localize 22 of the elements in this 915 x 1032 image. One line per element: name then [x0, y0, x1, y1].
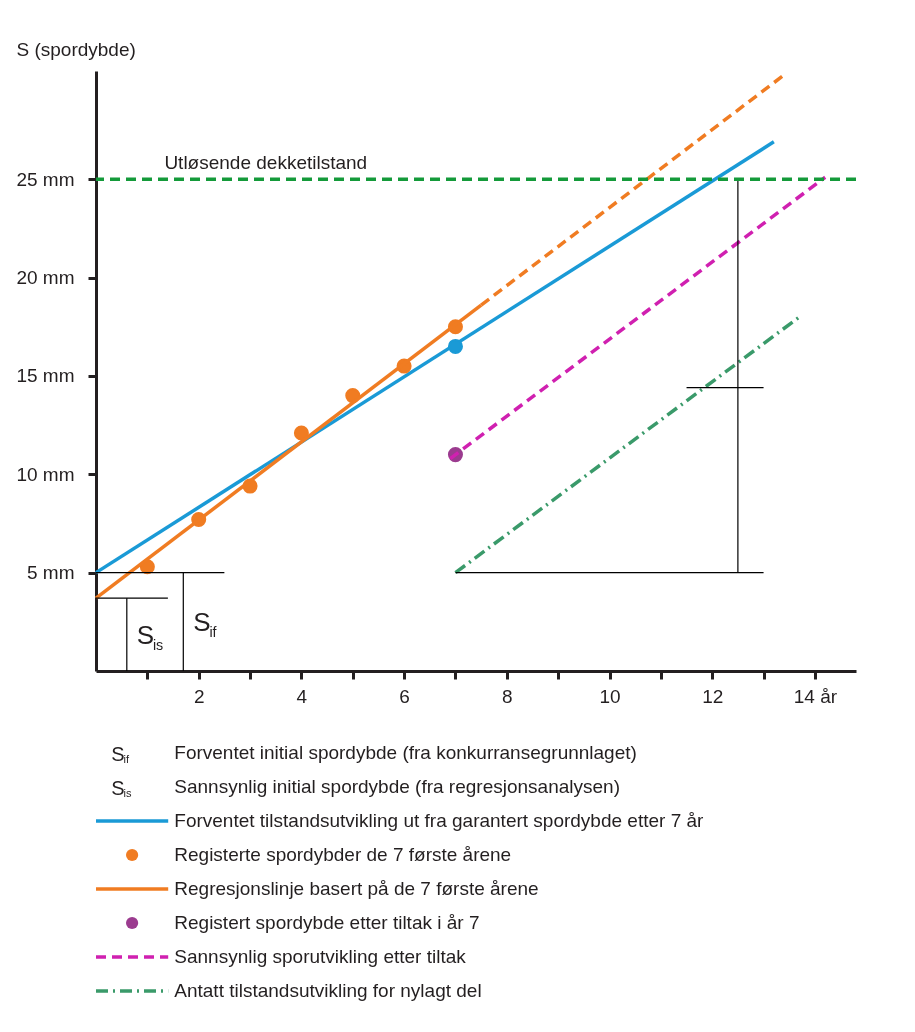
y-tick-label: 5 mm: [27, 562, 75, 584]
x-tick-label: 10: [599, 685, 621, 707]
text: Sif Forventet initial spordybde (fra konkurransegrunnlaget): [111, 742, 637, 765]
legend-label: Antatt tilstandsutvikling for nylagt del: [174, 980, 482, 1001]
x-tick-label: 4: [296, 685, 308, 707]
y-tick-label: 15 mm: [16, 365, 75, 387]
x-tick-label: 6: [399, 685, 410, 707]
y-tick-label: 10 mm: [16, 463, 75, 485]
legend-label: Sannsynlig sporutvikling etter tiltak: [174, 946, 467, 967]
y-tick-label: 20 mm: [16, 267, 75, 289]
text: Sis Sannsynlig initial spordybde (fra regresjonsanalysen): [111, 776, 620, 799]
legend-label: Forventet tilstandsutvikling ut fra garantert spordybde etter 7 år: [174, 810, 705, 831]
x-tick-label: 14 år: [793, 685, 838, 707]
x-tick-label: 8: [502, 685, 513, 707]
legend-label: Registerte spordybder de 7 første årene: [174, 844, 512, 865]
y-tick-label: 25 mm: [16, 168, 75, 190]
legend-label: Registert spordybde etter tiltak i år 7: [174, 912, 480, 933]
ref-line-label: Utløsende dekketilstand: [164, 152, 368, 174]
x-tick-label: 2: [193, 685, 205, 707]
legend-label: Regresjonslinje basert på de 7 første årene: [174, 878, 539, 899]
x-tick-label: 12: [702, 685, 724, 707]
y-axis-title: S (spordybde): [16, 38, 136, 60]
